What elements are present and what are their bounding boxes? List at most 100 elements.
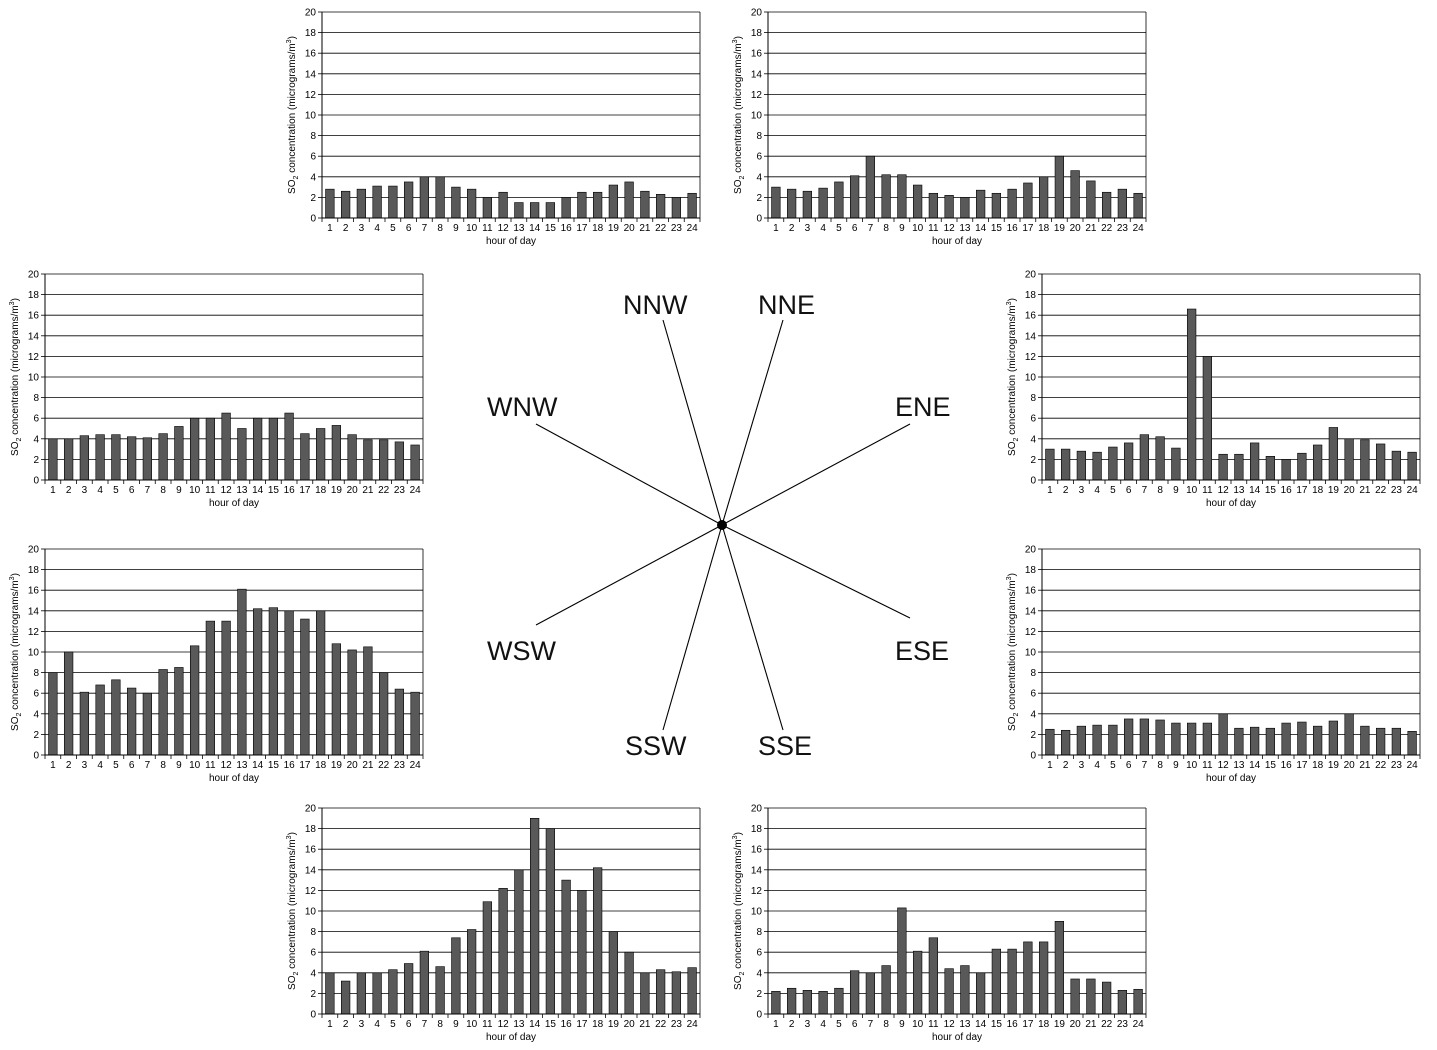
x-tick-label: 10 xyxy=(189,760,201,771)
chart-nne: 0 2 4 6 8 10 12 14 16 18 20 1 2 3 4 5 6 7 8 9 10 11 12 13 14 15 16… xyxy=(728,4,1168,254)
y-tick-label: 20 xyxy=(28,270,40,281)
y-axis-title-main: SO xyxy=(733,179,744,194)
bar-hour-22 xyxy=(655,194,666,219)
bar-hour-14 xyxy=(252,608,263,756)
x-tick-label: 7 xyxy=(422,223,428,234)
x-tick-label: 3 xyxy=(359,223,365,234)
x-axis-title: hour of day xyxy=(1206,773,1256,784)
bar-hour-10 xyxy=(1186,722,1197,756)
x-tick-label: 9 xyxy=(899,1019,905,1030)
compass-label-ene: ENE xyxy=(895,392,951,422)
bar-hour-17 xyxy=(1297,452,1307,481)
bar-hour-2 xyxy=(63,438,74,481)
x-tick-label: 16 xyxy=(284,485,296,496)
bar-hour-19 xyxy=(608,184,619,219)
y-tick-label: 20 xyxy=(1025,270,1037,281)
bar-hour-24 xyxy=(410,444,420,481)
y-axis-title-sub: 2 xyxy=(739,971,746,975)
y-axis-title-unit: concentration (micrograms/m xyxy=(287,839,298,971)
y-axis-title-sup: 3 xyxy=(1006,301,1013,305)
x-tick-label: 1 xyxy=(773,1019,779,1030)
x-tick-label: 13 xyxy=(236,760,248,771)
bar-hour-17 xyxy=(577,890,587,1015)
bar-hour-13 xyxy=(960,197,970,219)
y-tick-label: 12 xyxy=(751,886,763,897)
y-tick-label: 12 xyxy=(28,352,40,363)
x-tick-label: 21 xyxy=(639,1019,651,1030)
bar-hour-13 xyxy=(514,202,524,219)
chart-nnw: 0 2 4 6 8 10 12 14 16 18 20 1 2 3 4 5 6 7 8 9 10 11 12 13 14 15 16… xyxy=(282,4,722,254)
bar-hour-24 xyxy=(410,691,420,756)
y-tick-label: 18 xyxy=(28,290,40,301)
x-tick-label: 14 xyxy=(529,1019,541,1030)
y-tick-label: 10 xyxy=(751,111,763,122)
bar-hour-19 xyxy=(1328,427,1339,481)
bar-hour-24 xyxy=(687,192,697,219)
bar-hour-5 xyxy=(111,434,121,481)
bar-hour-14 xyxy=(1249,726,1260,756)
bar-hour-20 xyxy=(624,951,634,1015)
bar-hour-24 xyxy=(687,967,697,1015)
y-tick-label: 16 xyxy=(305,49,317,60)
x-tick-label: 2 xyxy=(66,760,72,771)
bar-hour-11 xyxy=(1202,356,1213,481)
y-tick-label: 18 xyxy=(28,565,40,576)
bar-hour-11 xyxy=(205,417,216,481)
bar-hour-4 xyxy=(1092,724,1102,756)
bar-hour-2 xyxy=(63,651,74,756)
y-tick-label: 14 xyxy=(751,865,763,876)
x-tick-label: 5 xyxy=(1110,760,1116,771)
y-tick-label: 0 xyxy=(1030,751,1036,762)
y-tick-label: 4 xyxy=(1030,434,1036,445)
y-axis-title-end: ) xyxy=(10,298,21,301)
y-tick-label: 0 xyxy=(1030,476,1036,487)
y-tick-label: 18 xyxy=(1025,565,1037,576)
bar-hour-6 xyxy=(403,963,414,1015)
bar-hour-11 xyxy=(205,620,216,756)
y-tick-label: 4 xyxy=(33,434,39,445)
y-axis-title-sub: 2 xyxy=(293,971,300,975)
x-tick-label: 18 xyxy=(315,485,327,496)
x-tick-label: 9 xyxy=(453,1019,459,1030)
bar-hour-9 xyxy=(897,174,907,219)
bar-hour-17 xyxy=(1023,182,1033,219)
bar-hour-21 xyxy=(363,439,373,481)
bar-hour-10 xyxy=(466,929,477,1015)
bar-hour-20 xyxy=(1344,438,1354,481)
x-tick-label: 21 xyxy=(1359,485,1371,496)
bar-hour-4 xyxy=(95,434,105,481)
y-tick-label: 20 xyxy=(28,545,40,556)
bar-hour-3 xyxy=(802,190,813,219)
bar-hour-8 xyxy=(1155,436,1165,481)
bar-hour-13 xyxy=(514,869,524,1015)
bar-hour-18 xyxy=(592,867,603,1015)
y-axis-title: SO2 concentration (micrograms/m3) xyxy=(286,36,300,194)
x-axis-title: hour of day xyxy=(486,236,536,247)
x-tick-label: 16 xyxy=(284,760,296,771)
x-tick-label: 24 xyxy=(687,223,699,234)
y-tick-label: 2 xyxy=(310,193,316,204)
x-tick-label: 12 xyxy=(221,760,233,771)
x-tick-label: 23 xyxy=(1117,223,1129,234)
x-tick-label: 1 xyxy=(327,223,333,234)
x-tick-label: 14 xyxy=(1249,760,1261,771)
bar-hour-19 xyxy=(331,643,342,756)
y-axis-title-main: SO xyxy=(10,441,21,456)
compass-center-dot xyxy=(717,520,727,530)
y-axis-title-sup: 3 xyxy=(732,835,739,839)
bar-hour-11 xyxy=(482,197,493,219)
x-tick-label: 3 xyxy=(82,760,88,771)
x-tick-label: 4 xyxy=(820,223,826,234)
bar-hour-18 xyxy=(1038,176,1049,219)
bar-hour-4 xyxy=(818,187,828,219)
x-tick-label: 12 xyxy=(221,485,233,496)
x-tick-label: 17 xyxy=(1022,1019,1034,1030)
bar-hour-8 xyxy=(435,966,445,1015)
x-tick-label: 22 xyxy=(1375,485,1387,496)
x-tick-label: 19 xyxy=(1328,760,1340,771)
y-tick-label: 18 xyxy=(305,824,317,835)
bar-hour-7 xyxy=(1139,718,1150,756)
bar-hour-10 xyxy=(1186,308,1197,481)
y-tick-label: 4 xyxy=(756,968,762,979)
y-tick-label: 0 xyxy=(310,1010,316,1021)
